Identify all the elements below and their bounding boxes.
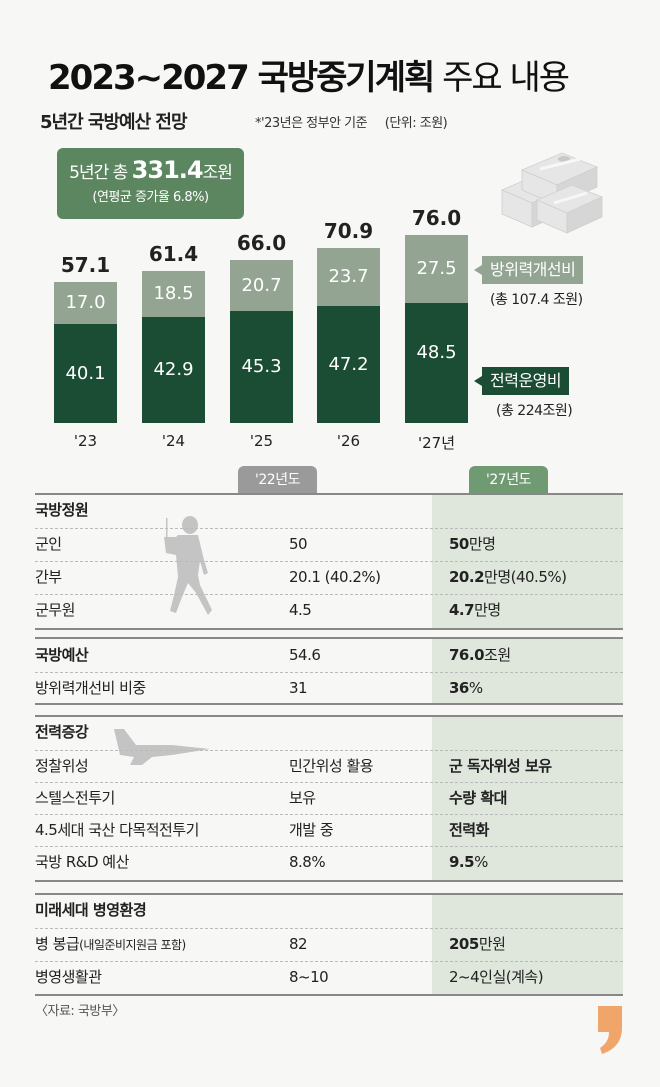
title-light: 주요 내용	[442, 58, 570, 98]
table-row: 군인 50 50만명	[35, 528, 623, 559]
bar-2027: 76.0 27.5 48.5	[405, 0, 468, 423]
bar-total: 61.4	[148, 242, 199, 266]
stacked-bar-chart: 57.1 17.0 40.1 '23 61.4 18.5 42.9 '24 66…	[0, 0, 660, 460]
bar-2024: 61.4 18.5 42.9	[142, 0, 205, 423]
section-heading: 국방정원	[35, 501, 89, 519]
section-heading-row: 국방정원	[35, 495, 623, 526]
section-force-enhancement: 전력증강 정찰위성 민간위성 활용 군 독자위성 보유 스텔스전투기 보유 수량…	[35, 715, 623, 883]
bar-2023: 57.1 17.0 40.1	[54, 0, 117, 423]
x-axis-label: '25	[249, 432, 274, 450]
bar-segment-dark: 45.3	[230, 311, 293, 423]
chart-subtitle: 5년간 국방예산 전망	[40, 112, 188, 133]
table-row: 4.5세대 국산 다목적전투기 개발 중 전력화	[35, 814, 623, 845]
column-2027-background	[432, 715, 623, 880]
unit-text: (단위: 조원)	[384, 116, 448, 131]
source-note: 〈자료: 국방부〉	[35, 1004, 125, 1019]
section-heading-row: 미래세대 병영환경	[35, 895, 623, 926]
chart-note: *'23년은 정부안 기준 (단위: 조원)	[255, 112, 448, 131]
bar-total: 66.0	[236, 231, 287, 255]
summary-growth: (연평균 증가율 6.8%)	[92, 190, 209, 205]
money-stack-icon	[500, 152, 604, 234]
section-barracks: 미래세대 병영환경 병 봉급(내일준비지원금 포함) 82 205만원 병영생활…	[35, 893, 623, 997]
legend-total-operation: (총 224조원)	[496, 403, 573, 419]
bar-segment-dark: 40.1	[54, 324, 117, 423]
table-row: 간부 20.1 (40.2%) 20.2만명(40.5%)	[35, 561, 623, 592]
bar-segment-dark: 42.9	[142, 317, 205, 423]
column-header-2027: '27년도	[469, 466, 548, 494]
column-2027-background	[432, 893, 623, 995]
comma-logo-icon	[598, 1006, 622, 1054]
bar-segment-dark: 47.2	[317, 306, 380, 423]
column-header-2022: '22년도	[238, 466, 317, 494]
bar-total: 70.9	[323, 219, 374, 243]
table-row: 군무원 4.5 4.7만명	[35, 594, 623, 625]
legend-total-capability: (총 107.4 조원)	[490, 292, 583, 308]
summary-suffix: 조원	[202, 163, 233, 183]
note-text: *'23년은 정부안 기준	[255, 116, 368, 131]
page-title: 2023~2027 국방중기계획 주요 내용	[48, 50, 570, 99]
bar-segment-light: 27.5	[405, 235, 468, 303]
summary-prefix: 5년간 총	[69, 163, 132, 183]
section-heading: 미래세대 병영환경	[35, 901, 147, 919]
x-axis-label: '26	[336, 432, 361, 450]
section-heading-row: 전력증강	[35, 717, 623, 748]
soldier-silhouette-icon	[164, 516, 212, 615]
table-row: 정찰위성 민간위성 활용 군 독자위성 보유	[35, 750, 623, 781]
table-row: 병영생활관 8~10 2~4인실(계속)	[35, 961, 623, 992]
section-budget: 국방예산 54.6 76.0조원 방위력개선비 비중 31 36%	[35, 637, 623, 705]
bar-segment-light: 17.0	[54, 282, 117, 324]
bar-segment-light: 20.7	[230, 260, 293, 311]
bar-segment-light: 18.5	[142, 271, 205, 317]
x-axis-label: '27년	[417, 434, 455, 452]
column-2027-background	[432, 638, 623, 703]
fighter-jet-icon	[114, 729, 210, 765]
x-axis-label: '24	[161, 432, 186, 450]
section-personnel: 국방정원 군인 50 50만명 간부 20.1 (40.2%) 20.2만명(4…	[35, 493, 623, 630]
legend-tag-capability: 방위력개선비	[473, 256, 584, 284]
section-heading-row: 국방예산 54.6 76.0조원	[35, 640, 623, 671]
summary-amount: 331.4	[131, 156, 204, 184]
table-row: 스텔스전투기 보유 수량 확대	[35, 782, 623, 813]
table-row: 방위력개선비 비중 31 36%	[35, 672, 623, 703]
x-axis-label: '23	[73, 432, 98, 450]
legend-tag-operation: 전력운영비	[473, 367, 570, 395]
section-heading: 전력증강	[35, 723, 89, 741]
section-heading: 국방예산	[35, 646, 89, 664]
title-bold: 2023~2027 국방중기계획	[48, 58, 435, 98]
summary-box: 5년간 총 331.4조원 (연평균 증가율 6.8%)	[57, 148, 244, 219]
bar-2026: 70.9 23.7 47.2	[317, 0, 380, 423]
bar-2025: 66.0 20.7 45.3	[230, 0, 293, 423]
bar-segment-dark: 48.5	[405, 303, 468, 423]
bar-segment-light: 23.7	[317, 248, 380, 306]
table-row: 국방 R&D 예산 8.8% 9.5%	[35, 846, 623, 877]
bar-total: 57.1	[60, 253, 111, 277]
bar-total: 76.0	[411, 206, 462, 230]
table-row: 병 봉급(내일준비지원금 포함) 82 205만원	[35, 928, 623, 959]
